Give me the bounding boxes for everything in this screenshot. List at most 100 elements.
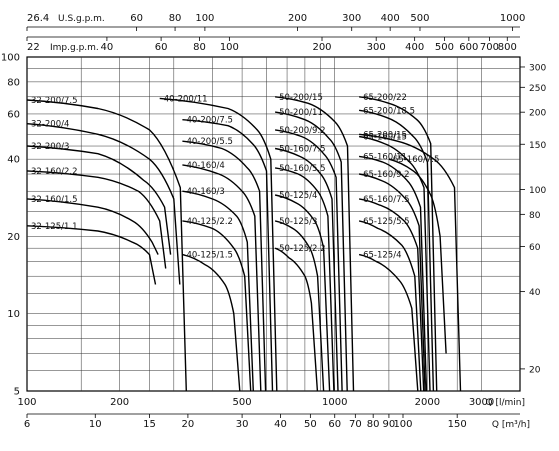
x-tick-label-m3h: 50: [304, 419, 317, 430]
curve-40-200-11: [159, 97, 278, 392]
curve-label: 65-125/5.5: [363, 217, 410, 227]
curve-label: 65-160/7.5: [363, 195, 410, 205]
y-tick-label-m: 5: [14, 387, 20, 398]
y-tick-label-ft: 80: [529, 211, 541, 221]
curve-label: 40-200/5.5: [186, 137, 233, 147]
curve-label: 50-160/7.5: [279, 145, 326, 155]
y-tick-label-m: 10: [7, 309, 20, 320]
curve-label: 65-160/7.5: [393, 155, 440, 165]
x-tick-label-impgpm: 22: [27, 42, 40, 53]
x-tick-label-usgpm: 1000: [500, 13, 525, 24]
y-tick-label-ft: 150: [529, 141, 546, 151]
x-tick-label-lmin: 500: [233, 397, 252, 408]
x-tick-label-m3h: 100: [393, 419, 412, 430]
x-tick-label-m3h: 15: [143, 419, 156, 430]
x-tick-label-impgpm: 80: [193, 42, 206, 53]
x-tick-label-m3h: 90: [383, 419, 396, 430]
x-tick-label-impgpm: 600: [459, 42, 478, 53]
curve-40-200-5-5: [182, 140, 267, 392]
curve-50-200-15: [275, 96, 355, 392]
y-tick-label-m: 100: [1, 53, 20, 64]
x-tick-label-usgpm: 100: [195, 13, 214, 24]
x-axis-label-lmin: Q [l/min]: [486, 398, 525, 408]
y-tick-label-m: 80: [7, 77, 20, 88]
y-tick-label-ft: 200: [529, 109, 546, 119]
curve-50-160-5-5: [275, 167, 335, 392]
curve-65-160-7-5: [388, 158, 447, 354]
curve-65-200-22: [359, 96, 438, 392]
curve-65-160-9-2: [358, 173, 426, 392]
curve-32-200-7-5: [26, 99, 187, 392]
y-tick-label-m: 40: [7, 155, 20, 166]
curve-65-160-11: [359, 155, 428, 392]
curve-50-125-2-2: [274, 247, 319, 392]
curve-32-160-1-5: [26, 198, 159, 255]
curve-label: 40-125/2.2: [186, 217, 233, 227]
curve-65-160-7-5: [358, 198, 425, 392]
y-tick-label-ft: 40: [529, 288, 541, 298]
y-tick-label-ft: 100: [529, 186, 546, 196]
x-tick-label-lmin: 1000: [322, 397, 347, 408]
x-tick-label-lmin: 100: [17, 397, 36, 408]
curve-label: 65-160/11: [363, 152, 407, 162]
curve-label: 40-200/7.5: [186, 116, 233, 126]
x-tick-label-usgpm: 500: [410, 13, 429, 24]
curve-label: 32-160/1.5: [31, 195, 78, 205]
x-tick-label-usgpm: 60: [130, 13, 143, 24]
curve-40-200-7-5: [182, 119, 274, 392]
x-axis-label-m3h: Q [m³/h]: [492, 420, 530, 430]
plot-frame: [26, 56, 521, 392]
x-tick-label-m3h: 10: [89, 419, 102, 430]
curve-label: 50-200/9.2: [279, 126, 326, 136]
y-tick-label-ft: 250: [529, 84, 546, 94]
x-tick-label-impgpm: 200: [312, 42, 331, 53]
y-tick-label-ft: 20: [529, 365, 541, 375]
x-tick-label-impgpm: 60: [155, 42, 168, 53]
curve-label: 65-160/9.2: [363, 170, 410, 180]
curve-65-125-4: [358, 253, 419, 392]
curve-label: 65-200/18.5: [363, 106, 415, 116]
curve-50-125-3: [274, 220, 325, 392]
curve-label: 32-200/7.5: [31, 96, 78, 106]
y-tick-label-ft: 300: [529, 63, 546, 73]
curve-label: 65-160/15: [363, 133, 407, 143]
x-tick-label-impgpm: 400: [405, 42, 424, 53]
curve-label: 50-125/3: [279, 217, 317, 227]
x-tick-label-impgpm: 100: [220, 42, 239, 53]
x-tick-label-usgpm: 200: [288, 13, 307, 24]
x-tick-label-lmin: 200: [110, 397, 129, 408]
curve-label: 40-160/4: [186, 161, 224, 171]
curve-32-200-4: [26, 123, 181, 285]
curve-50-125-4: [274, 194, 331, 392]
curve-label: 32-125/1.1: [31, 222, 78, 232]
curve-40-125-2-2: [182, 220, 252, 392]
curve-label: 50-125/4: [279, 191, 317, 201]
x-tick-label-m3h: 60: [328, 419, 341, 430]
curve-label: 40-200/11: [164, 94, 208, 104]
x-tick-label-m3h: 80: [367, 419, 380, 430]
curve-label: 65-125/4: [363, 251, 401, 261]
x-tick-label-m3h: 6: [24, 419, 30, 430]
curve-40-160-4: [182, 164, 262, 392]
curve-label: 32-200/4: [31, 120, 69, 130]
curve-40-125-1-5: [182, 253, 241, 392]
curve-label: 65-200/22: [363, 93, 407, 103]
curve-65-200-18-5: [359, 109, 435, 392]
x-axis-label-usgpm: U.S.g.p.m.: [58, 14, 105, 24]
x-tick-label-usgpm: 400: [381, 13, 400, 24]
curve-label: 50-200/11: [279, 108, 323, 118]
curve-65-125-5-5: [358, 220, 422, 392]
curve-label: 50-125/2.2: [279, 244, 326, 254]
x-tick-label-impgpm: 800: [498, 42, 517, 53]
curve-50-160-7-5: [274, 147, 339, 392]
curve-50-200-11: [275, 111, 348, 392]
x-axis-label-impgpm: Imp.g.p.m.: [50, 43, 99, 53]
curve-32-125-1-1: [26, 225, 157, 285]
curve-label: 32-160/2.2: [31, 167, 78, 177]
x-tick-label-usgpm: 80: [169, 13, 182, 24]
x-tick-label-usgpm: 26.4: [27, 13, 49, 24]
x-tick-label-impgpm: 500: [435, 42, 454, 53]
x-tick-label-m3h: 30: [236, 419, 249, 430]
